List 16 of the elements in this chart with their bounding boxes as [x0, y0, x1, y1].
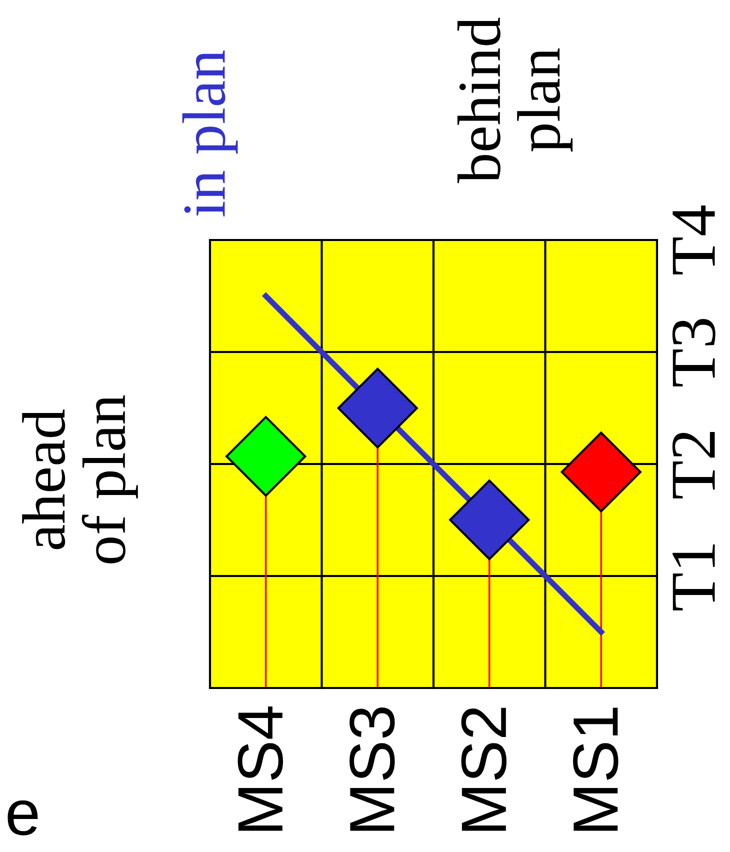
x-tick-label: MS2 [461, 708, 507, 831]
point [226, 416, 306, 497]
text: T4 [672, 206, 715, 274]
text: ahead of plan [22, 395, 138, 564]
text: behind plan [457, 18, 573, 184]
point [560, 432, 642, 512]
text: in plan [182, 50, 238, 216]
x-tick-label: MS1 [573, 708, 618, 831]
x-tick-label: MS4 [238, 706, 284, 831]
text: T3 [672, 319, 716, 386]
text: e [8, 800, 38, 836]
point [449, 480, 530, 560]
point [337, 368, 418, 448]
text: T1 [672, 544, 715, 610]
text: T2 [672, 432, 715, 498]
x-tick-label: MS3 [350, 707, 395, 831]
